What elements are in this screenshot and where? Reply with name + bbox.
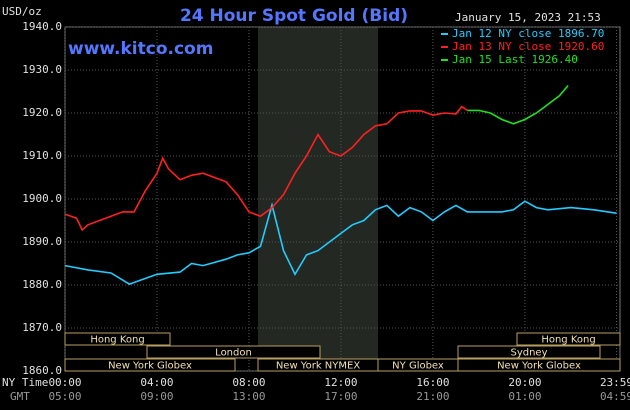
- x-tick-label: 23:59: [600, 376, 630, 389]
- x2-axis-label: GMT: [10, 390, 30, 403]
- x2-tick-label: 01:00: [508, 390, 541, 403]
- session-label: London: [215, 348, 252, 359]
- y-tick-label: 1890.0: [22, 235, 62, 248]
- y-tick-label: 1920.0: [22, 106, 62, 119]
- x-tick-label: 20:00: [508, 376, 541, 389]
- session-label: Sydney: [510, 348, 547, 359]
- timestamp: January 15, 2023 21:53: [455, 11, 601, 24]
- y-tick-label: 1910.0: [22, 149, 62, 162]
- session-box: [457, 345, 601, 359]
- legend-label: Jan 13 NY close 1920.60: [452, 40, 604, 53]
- y-axis-label: USD/oz: [2, 5, 42, 18]
- x2-tick-label: 04:59: [600, 390, 630, 403]
- y-tick-label: 1900.0: [22, 192, 62, 205]
- session-box: [516, 332, 621, 346]
- x-tick-label: 00:00: [48, 376, 81, 389]
- session-box: [457, 358, 621, 372]
- session-box: [64, 358, 236, 372]
- legend-label: Jan 12 NY close 1896.70: [452, 27, 604, 40]
- chart-title: 24 Hour Spot Gold (Bid): [180, 6, 408, 26]
- session-box: [64, 332, 171, 346]
- y-tick-label: 1860.0: [22, 364, 62, 377]
- session-box: [146, 345, 321, 359]
- y-tick-label: 1880.0: [22, 278, 62, 291]
- x2-tick-label: 21:00: [416, 390, 449, 403]
- watermark: www.kitco.com: [68, 39, 213, 59]
- x-axis-label: NY Time: [2, 376, 48, 389]
- session-label: NY Globex: [392, 361, 444, 372]
- x-tick-label: 16:00: [416, 376, 449, 389]
- session-label: New York Globex: [108, 361, 192, 372]
- session-label: New York Globex: [497, 361, 581, 372]
- x-tick-label: 08:00: [232, 376, 265, 389]
- session-label: Hong Kong: [90, 335, 144, 346]
- x2-tick-label: 17:00: [324, 390, 357, 403]
- x-tick-label: 12:00: [324, 376, 357, 389]
- price-line: [64, 200, 617, 285]
- price-line: [64, 105, 468, 232]
- y-tick-label: 1940.0: [22, 20, 62, 33]
- x2-tick-label: 05:00: [48, 390, 81, 403]
- y-tick-label: 1870.0: [22, 321, 62, 334]
- y-tick-label: 1930.0: [22, 63, 62, 76]
- x-tick-label: 04:00: [140, 376, 173, 389]
- x2-tick-label: 09:00: [140, 390, 173, 403]
- session-label: New York NYMEX: [276, 361, 361, 372]
- legend-label: Jan 15 Last 1926.40: [452, 53, 578, 66]
- x2-tick-label: 13:00: [232, 390, 265, 403]
- session-label: Hong Kong: [541, 335, 595, 346]
- price-line: [467, 84, 569, 125]
